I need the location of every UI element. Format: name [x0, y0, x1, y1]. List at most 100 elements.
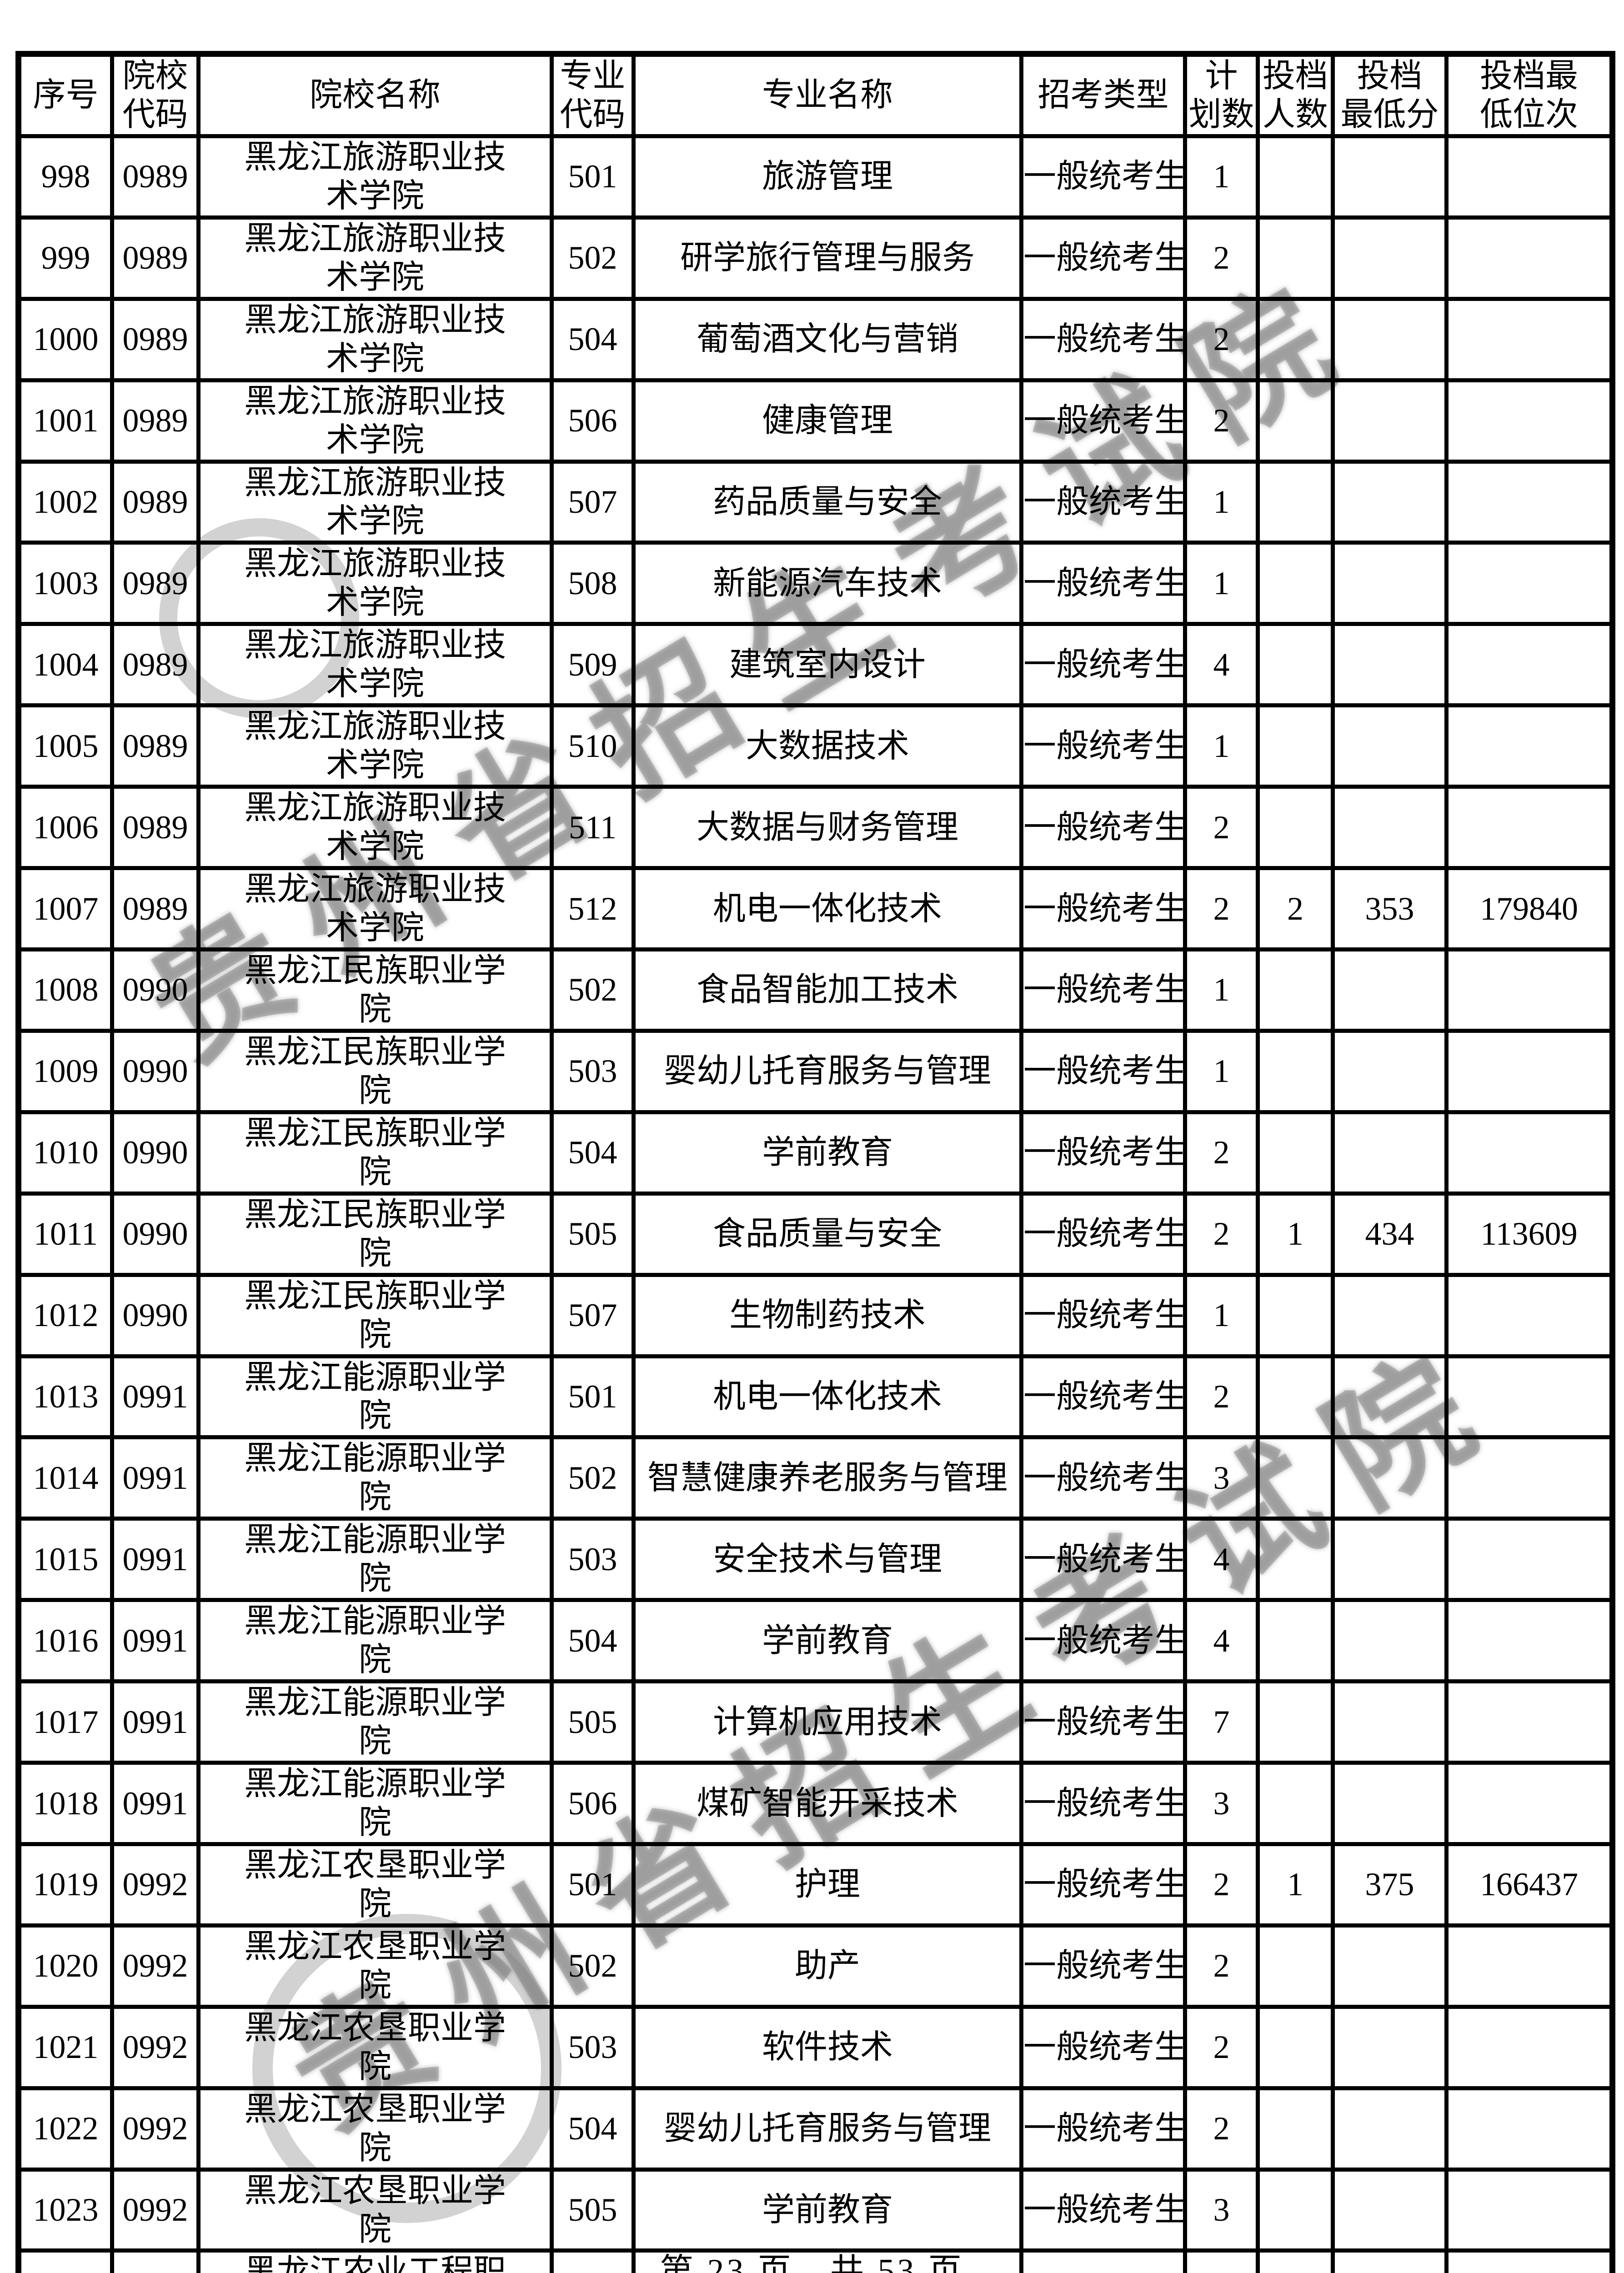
cell-major_name: 学前教育 [632, 2167, 1023, 2253]
cell-major_name: 智慧健康养老服务与管理 [632, 1435, 1023, 1521]
cell-major_code: 504 [550, 296, 636, 382]
cell-min_score [1331, 541, 1449, 626]
cell-college_code: 0991 [110, 1517, 200, 1602]
cell-seq: 1016 [16, 1598, 114, 1684]
cell-seq: 1007 [16, 866, 114, 951]
college-name-text: 黑龙江民族职业学院 [244, 1196, 506, 1272]
cell-min_rank [1444, 2248, 1614, 2273]
cell-exam_type: 一般统考生 [1019, 1110, 1187, 1196]
cell-college_code: 0991 [110, 1598, 200, 1684]
cell-seq: 1015 [16, 1517, 114, 1602]
col-header-exam_type: 招考类型 [1019, 52, 1187, 138]
cell-plan_count: 1 [1183, 703, 1260, 789]
cell-plan_count: 4 [1183, 1517, 1260, 1602]
cell-major_name: 食品智能加工技术 [632, 947, 1023, 1033]
cell-seq: 1008 [16, 947, 114, 1033]
cell-college_code: 0992 [110, 1923, 200, 2009]
cell-major_name: 生物制药技术 [632, 1272, 1023, 1358]
cell-major_code: 502 [550, 1923, 636, 2009]
cell-seq: 1009 [16, 1028, 114, 1114]
cell-exam_type: 一般统考生 [1019, 622, 1187, 708]
cell-seq: 1023 [16, 2167, 114, 2253]
cell-major_name: 学前教育 [632, 1598, 1023, 1684]
cell-cast_count [1256, 2086, 1335, 2172]
cell-cast_count [1256, 296, 1335, 382]
cell-major_name: 安全技术与管理 [632, 1517, 1023, 1602]
cell-seq: 1019 [16, 1842, 114, 1928]
cell-min_score [1331, 378, 1449, 464]
cell-cast_count [1256, 1598, 1335, 1684]
cell-exam_type: 一般统考生 [1019, 1761, 1187, 1846]
cell-cast_count [1256, 134, 1335, 220]
cell-college_code: 0992 [110, 2086, 200, 2172]
table-body: 998 0989 黑龙江旅游职业技术学院 501 旅游管理 一般统考生 1 999 0989 黑龙… [16, 134, 1614, 2273]
cell-college_code: 0989 [110, 541, 200, 626]
cell-seq: 1005 [16, 703, 114, 789]
college-name-text: 黑龙江旅游职业技术学院 [244, 871, 506, 946]
cell-college_name: 黑龙江旅游职业技术学院 [196, 785, 554, 871]
cell-min_score [1331, 1028, 1449, 1114]
cell-min_rank: 113609 [1444, 1191, 1614, 1277]
college-name-text: 黑龙江旅游职业技术学院 [244, 139, 506, 214]
cell-college_code: 0989 [110, 459, 200, 545]
page-number-footer: 第 23 页，共 53 页 [660, 2253, 964, 2273]
cell-cast_count [1256, 378, 1335, 464]
college-name-text: 黑龙江旅游职业技术学院 [244, 464, 506, 540]
col-header-plan_count: 计划数 [1183, 52, 1260, 138]
cell-major_code: 504 [550, 1598, 636, 1684]
cell-plan_count: 7 [1183, 1679, 1260, 1765]
cell-cast_count [1256, 622, 1335, 708]
cell-plan_count: 3 [1183, 1761, 1260, 1846]
cell-exam_type: 一般统考生 [1019, 1598, 1187, 1684]
cell-college_name: 黑龙江民族职业学院 [196, 947, 554, 1033]
cell-major_code: 511 [550, 785, 636, 871]
cell-seq: 1003 [16, 541, 114, 626]
col-header-college_code: 院校 代码 [110, 52, 200, 138]
cell-major_code: 501 [550, 1842, 636, 1928]
cell-min_score: 353 [1331, 866, 1449, 951]
cell-exam_type: 一般统考生 [1019, 1028, 1187, 1114]
cell-major_code: 504 [550, 1110, 636, 1196]
cell-major_name: 研学旅行管理与服务 [632, 215, 1023, 301]
table-row: 1006 0989 黑龙江旅游职业技术学院 511 大数据与财务管理 一般统考生 2 [16, 785, 1614, 871]
cell-cast_count [1256, 1679, 1335, 1765]
cell-plan_count: 2 [1183, 785, 1260, 871]
cell-min_rank [1444, 703, 1614, 789]
table-row: 1010 0990 黑龙江民族职业学院 504 学前教育 一般统考生 2 [16, 1110, 1614, 1196]
cell-college_name: 黑龙江农业工程职业学院 [196, 2248, 554, 2273]
cell-college_name: 黑龙江旅游职业技术学院 [196, 703, 554, 789]
cell-college_name: 黑龙江能源职业学院 [196, 1435, 554, 1521]
cell-major_code: 503 [550, 2248, 636, 2273]
col-header-major_name: 专业名称 [632, 52, 1023, 138]
cell-cast_count [1256, 459, 1335, 545]
cell-college_code: 0991 [110, 1354, 200, 1440]
cell-seq: 1012 [16, 1272, 114, 1358]
cell-min_score [1331, 215, 1449, 301]
col-header-seq: 序号 [16, 52, 114, 138]
cell-plan_count: 2 [1183, 1110, 1260, 1196]
cell-major_name: 婴幼儿托育服务与管理 [632, 1028, 1023, 1114]
cell-major_name: 护理 [632, 1842, 1023, 1928]
cell-major_name: 软件技术 [632, 2004, 1023, 2090]
cell-major_code: 501 [550, 1354, 636, 1440]
cell-min_rank [1444, 296, 1614, 382]
cell-exam_type: 一般统考生 [1019, 2248, 1187, 2273]
cell-seq: 999 [16, 215, 114, 301]
college-name-text: 黑龙江民族职业学院 [244, 952, 506, 1027]
cell-min_score [1331, 1923, 1449, 2009]
cell-exam_type: 一般统考生 [1019, 2004, 1187, 2090]
cell-plan_count: 1 [1183, 541, 1260, 626]
cell-plan_count: 1 [1183, 134, 1260, 220]
cell-seq: 1020 [16, 1923, 114, 2009]
cell-college_name: 黑龙江旅游职业技术学院 [196, 296, 554, 382]
cell-major_code: 504 [550, 2086, 636, 2172]
cell-cast_count [1256, 1354, 1335, 1440]
cell-seq: 1000 [16, 296, 114, 382]
cell-major_code: 510 [550, 703, 636, 789]
cell-min_score [1331, 2004, 1449, 2090]
cell-college_code: 0989 [110, 134, 200, 220]
college-name-text: 黑龙江旅游职业技术学院 [244, 627, 506, 702]
table-row: 1007 0989 黑龙江旅游职业技术学院 512 机电一体化技术 一般统考生 2 2 353 1… [16, 866, 1614, 951]
cell-plan_count: 2 [1183, 866, 1260, 951]
admission-score-table: 序号 院校 代码 院校名称 专业 代码 专业名称 招考类型计划数 投档 人数 投档 最低分 投档最 低位次… [15, 51, 1615, 2273]
